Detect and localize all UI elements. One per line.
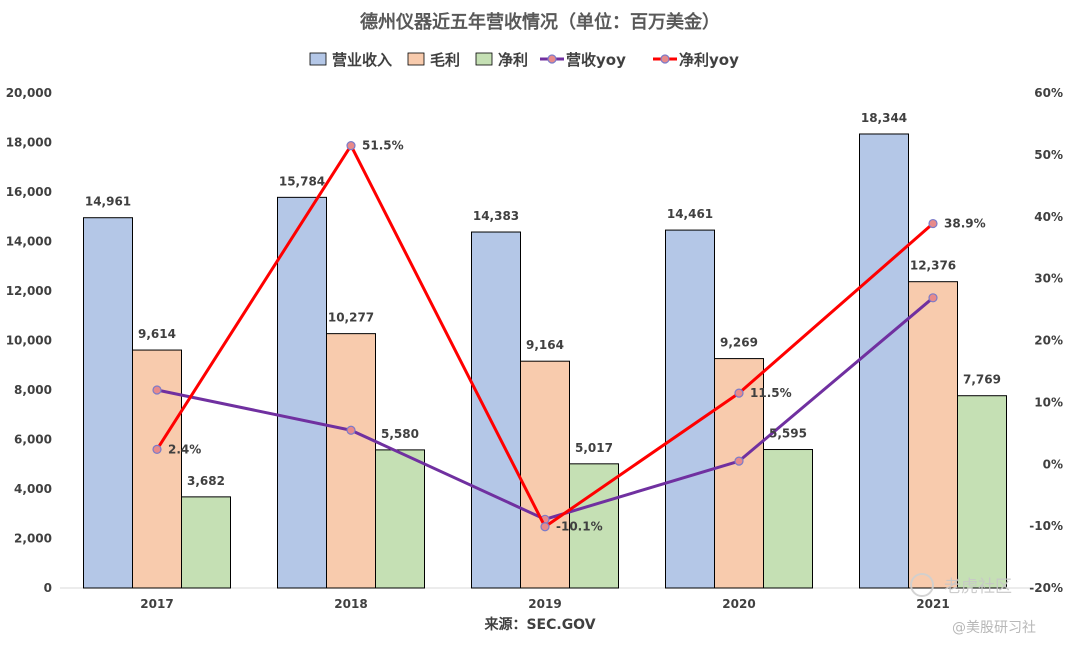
y-right-tick-label: -10% bbox=[1029, 519, 1063, 533]
watermark-brand: 老虎社区 bbox=[944, 577, 1012, 597]
legend-swatch bbox=[407, 52, 425, 66]
axes: 0 2,000 4,000 6,000 8,000 10,000 12,000 14,000 1… bbox=[6, 86, 1063, 611]
y-left-tick-label: 2,000 bbox=[14, 532, 52, 546]
bar bbox=[83, 217, 133, 589]
bar bbox=[908, 281, 958, 589]
bar-value-label: 5,595 bbox=[769, 427, 807, 441]
bar bbox=[859, 133, 909, 589]
y-left-tick-label: 20,000 bbox=[6, 86, 52, 100]
y-right-tick-label: 50% bbox=[1034, 148, 1063, 162]
line-point bbox=[346, 140, 356, 151]
bar-value-label: 14,461 bbox=[667, 207, 713, 221]
line-value-label: 51.5% bbox=[362, 139, 404, 153]
x-tick-label: 2018 bbox=[334, 597, 367, 611]
y-left-tick-label: 10,000 bbox=[6, 334, 52, 348]
y-left-tick-label: 8,000 bbox=[14, 383, 52, 397]
y-left-tick-label: 4,000 bbox=[14, 482, 52, 496]
bar bbox=[665, 229, 715, 589]
line-point bbox=[928, 218, 938, 229]
data-labels: 14,961 9,614 3,682 15,784 10,277 5,580 14,383 9… bbox=[85, 111, 1001, 534]
legend-label: 毛利 bbox=[430, 51, 460, 69]
tiger-logo-icon bbox=[910, 573, 934, 597]
line-point bbox=[928, 293, 938, 303]
line-point bbox=[734, 456, 744, 466]
chart-title: 德州仪器近五年营收情况（单位：百万美金） bbox=[360, 11, 720, 33]
line-point bbox=[734, 388, 744, 398]
bars bbox=[83, 133, 1007, 589]
line-value-label: 11.5% bbox=[750, 386, 792, 400]
bar-value-label: 9,269 bbox=[720, 336, 758, 350]
y-right-tick-label: 30% bbox=[1034, 272, 1063, 286]
y-left-tick-label: 12,000 bbox=[6, 284, 52, 298]
y-right-tick-label: -20% bbox=[1029, 581, 1063, 595]
y-right-tick-label: 60% bbox=[1034, 86, 1063, 100]
bar-value-label: 14,383 bbox=[473, 209, 519, 223]
line-point bbox=[152, 385, 162, 395]
bar-value-label: 14,961 bbox=[85, 195, 131, 209]
bar-value-label: 9,164 bbox=[526, 338, 564, 352]
legend-marker bbox=[660, 54, 670, 64]
legend-label: 净利yoy bbox=[679, 51, 739, 69]
y-right-tick-label: 20% bbox=[1034, 334, 1063, 348]
bar bbox=[957, 395, 1007, 589]
y-left-tick-label: 18,000 bbox=[6, 136, 52, 150]
bar-value-label: 3,682 bbox=[187, 474, 225, 488]
watermark-account: @美股研习社 bbox=[952, 620, 1036, 636]
legend: 营业收入 毛利 净利 营收yoy 净利yoy bbox=[309, 51, 739, 69]
y-right-tick-label: 10% bbox=[1034, 395, 1063, 409]
bar-value-label: 15,784 bbox=[279, 174, 325, 188]
y-left-tick-label: 0 bbox=[44, 581, 52, 595]
line-point bbox=[540, 522, 550, 532]
legend-label: 营业收入 bbox=[332, 51, 392, 69]
lines bbox=[152, 140, 938, 532]
line-value-label: -10.1% bbox=[556, 520, 603, 534]
y-left-tick-label: 16,000 bbox=[6, 185, 52, 199]
x-tick-label: 2020 bbox=[722, 597, 755, 611]
bar bbox=[181, 496, 231, 589]
bar bbox=[763, 449, 813, 589]
bar bbox=[375, 449, 425, 589]
line-point bbox=[152, 444, 162, 454]
line-value-label: 38.9% bbox=[944, 217, 986, 231]
line-value-label: 2.4% bbox=[168, 442, 201, 456]
x-tick-label: 2021 bbox=[916, 597, 949, 611]
legend-label: 营收yoy bbox=[566, 51, 626, 69]
bar-value-label: 12,376 bbox=[910, 259, 956, 273]
bar bbox=[471, 231, 521, 589]
x-tick-label: 2019 bbox=[528, 597, 561, 611]
legend-swatch bbox=[475, 52, 493, 66]
bar-value-label: 18,344 bbox=[861, 111, 907, 125]
y-left-tick-label: 6,000 bbox=[14, 433, 52, 447]
bar bbox=[277, 196, 327, 589]
bar-value-label: 10,277 bbox=[328, 311, 374, 325]
x-tick-label: 2017 bbox=[140, 597, 173, 611]
bar-value-label: 5,017 bbox=[575, 441, 613, 455]
line-point bbox=[346, 425, 356, 435]
legend-swatch bbox=[309, 52, 327, 66]
bar-value-label: 5,580 bbox=[381, 427, 419, 441]
watermark: 老虎社区 @美股研习社 bbox=[910, 573, 1036, 636]
bar-value-label: 7,769 bbox=[963, 373, 1001, 387]
source-note: 来源：SEC.GOV bbox=[483, 616, 595, 633]
bar bbox=[520, 360, 570, 589]
legend-marker bbox=[547, 54, 557, 64]
y-right-tick-label: 40% bbox=[1034, 210, 1063, 224]
legend-label: 净利 bbox=[498, 51, 528, 69]
y-left-tick-label: 14,000 bbox=[6, 235, 52, 249]
bar bbox=[326, 333, 376, 589]
bar bbox=[569, 463, 619, 589]
bar-value-label: 9,614 bbox=[138, 327, 176, 341]
y-right-tick-label: 0% bbox=[1043, 457, 1063, 471]
